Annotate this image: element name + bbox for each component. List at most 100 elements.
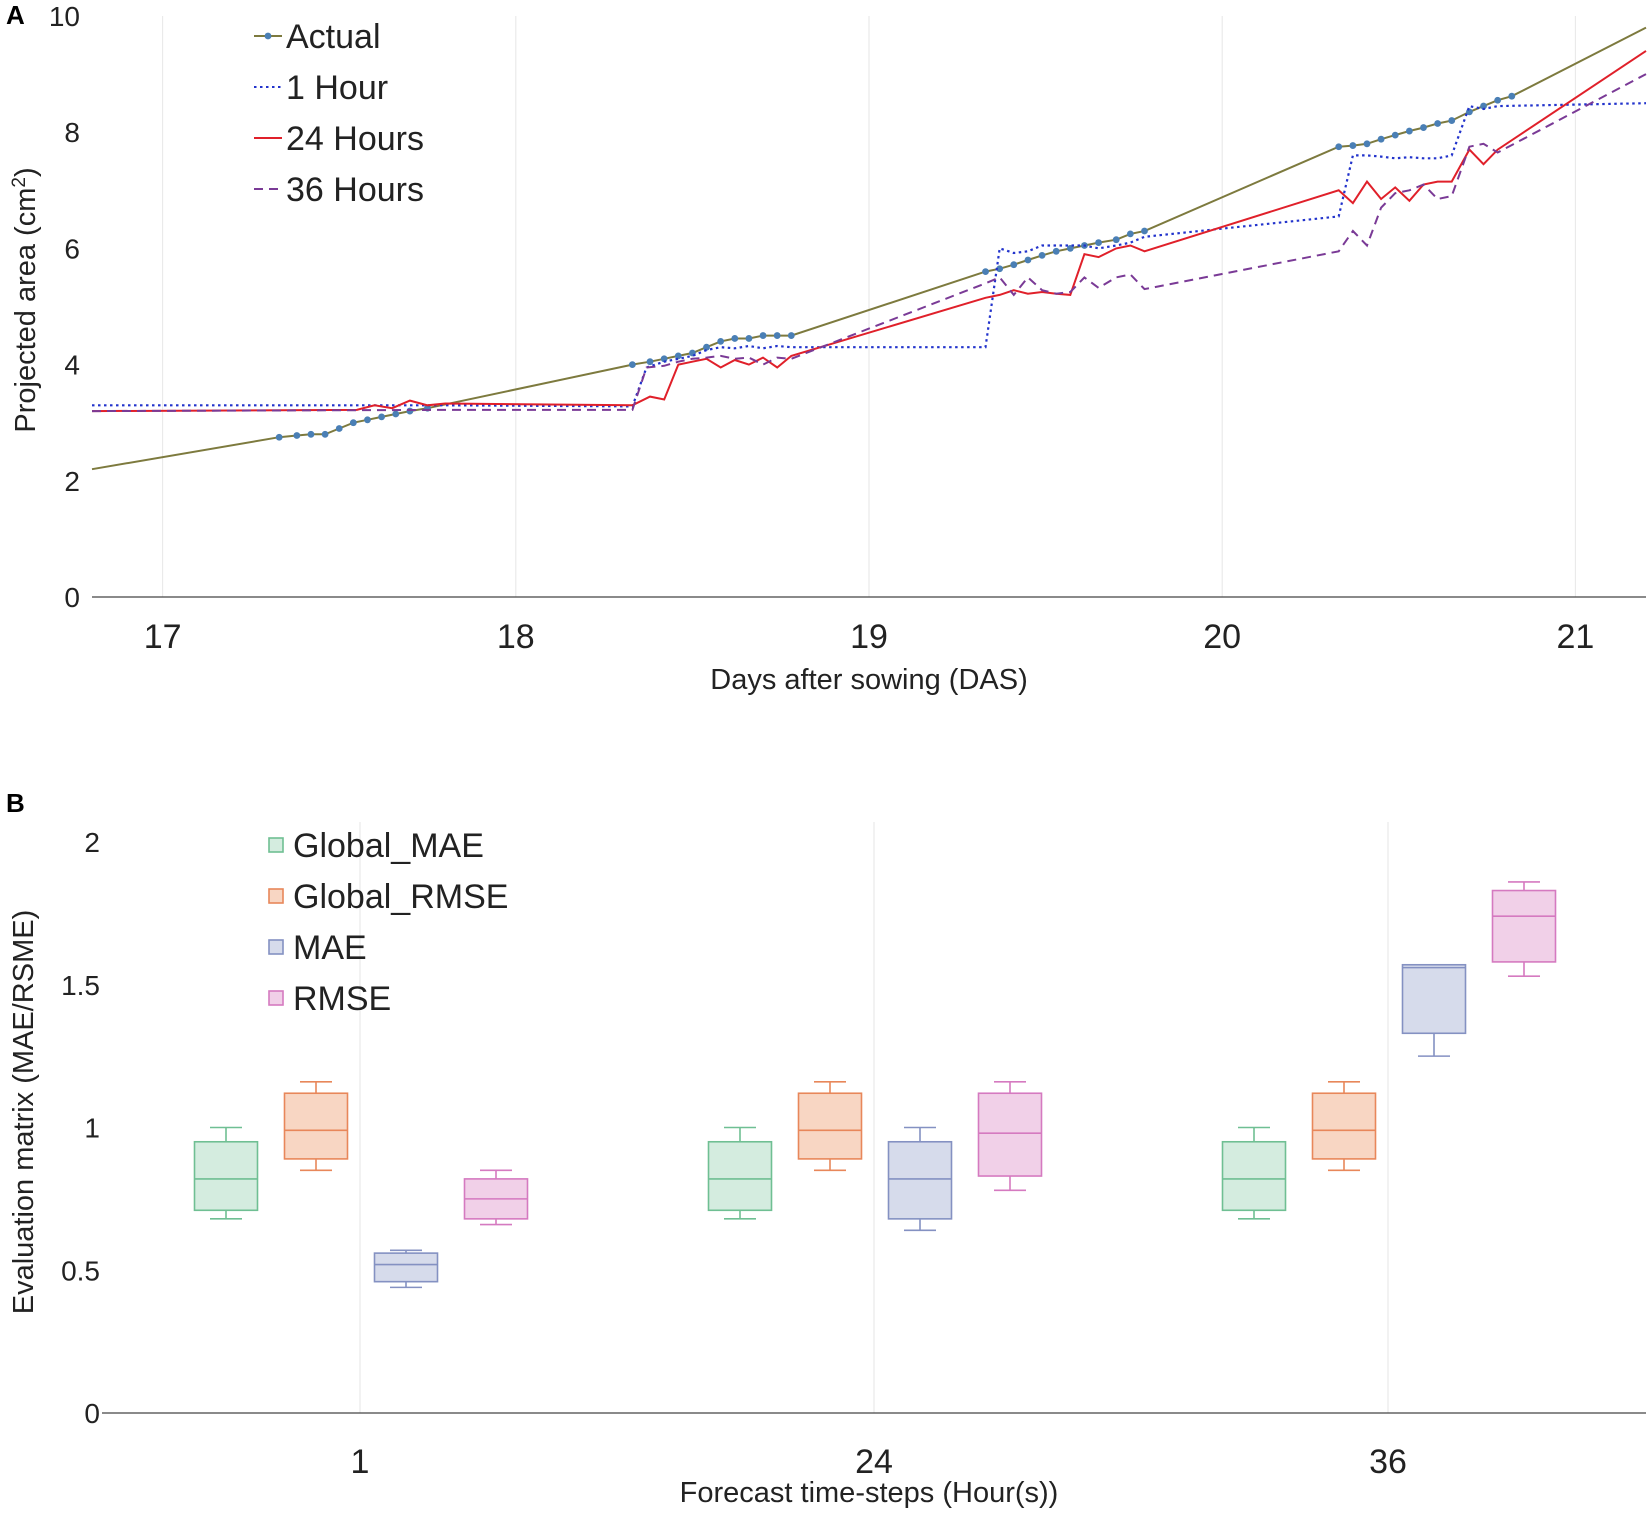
- panel-a: A 0 2 4 6 8 10 17 18 19 20 21 Days after sowing (…: [6, 0, 1647, 696]
- panel-b-y-tick-label: 1.5: [61, 970, 100, 1001]
- panel-a-x-axis-title: Days after sowing (DAS): [710, 664, 1028, 696]
- series-point-actual: [745, 335, 753, 342]
- panel-b-x-ticks: 1 24 36: [351, 1443, 1407, 1481]
- box-body: [283, 1092, 349, 1160]
- box-body: [1221, 1140, 1287, 1212]
- box-global-mae: [1221, 1126, 1287, 1220]
- panel-a-x-tick-label: 20: [1203, 618, 1241, 656]
- panel-a-y-tick-label: 4: [64, 350, 80, 381]
- panel-b-x-tick-label: 36: [1369, 1443, 1407, 1481]
- legend-swatch-mae: [268, 939, 284, 955]
- series-point-actual: [703, 343, 710, 351]
- panel-a-x-tick-label: 17: [144, 618, 182, 656]
- box-rmse: [463, 1169, 529, 1226]
- series-point-actual: [1141, 227, 1148, 235]
- panel-a-x-tick-label: 19: [850, 618, 888, 656]
- panel-a-x-tick-label: 18: [497, 618, 535, 656]
- panel-b-y-tick-label: 0.5: [61, 1255, 100, 1286]
- panel-b-x-tick-label: 1: [351, 1443, 370, 1481]
- series-point-actual: [1405, 127, 1413, 135]
- series-point-actual: [1391, 131, 1399, 139]
- legend-marker-actual: [264, 32, 272, 40]
- panel-a-grid: [162, 16, 1576, 597]
- box-global-rmse: [283, 1081, 349, 1172]
- series-point-actual: [378, 413, 386, 421]
- series-point-actual: [1448, 117, 1456, 124]
- series-point-actual: [349, 419, 357, 427]
- series-point-actual: [1038, 251, 1046, 259]
- panel-a-label: A: [6, 0, 25, 30]
- panel-a-y-ticks: 0 2 4 6 8 10: [49, 1, 80, 613]
- box-rmse: [977, 1081, 1043, 1192]
- panel-b-x-tick-label: 24: [855, 1443, 893, 1481]
- panel-b-y-axis-title: Evaluation matrix (MAE/RSME): [8, 910, 40, 1315]
- panel-b-y-tick-label: 0: [84, 1398, 100, 1429]
- series-point-actual: [731, 335, 739, 342]
- legend-swatch-global-rmse: [268, 888, 284, 904]
- box-body: [1401, 963, 1467, 1035]
- series-point-actual: [628, 361, 636, 368]
- series-point-actual: [1052, 247, 1060, 255]
- series-point-actual: [1112, 236, 1120, 244]
- box-body: [1491, 889, 1557, 963]
- box-body: [887, 1140, 953, 1220]
- series-point-actual: [1335, 143, 1343, 151]
- series-point-actual: [646, 358, 654, 366]
- box-body: [193, 1140, 259, 1212]
- legend-label-actual: Actual: [286, 18, 381, 56]
- panel-a-x-ticks: 17 18 19 20 21: [144, 618, 1595, 656]
- series-point-actual: [674, 352, 682, 360]
- panel-b-label: B: [6, 788, 25, 818]
- series-line-36-hours: [91, 73, 1647, 413]
- panel-a-y-axis-title: Projected area (cm2): [9, 167, 43, 432]
- series-point-actual: [1494, 96, 1502, 104]
- series-point-actual: [982, 268, 989, 276]
- series-point-actual: [307, 430, 315, 438]
- series-point-actual: [1434, 120, 1442, 127]
- series-point-actual: [759, 332, 767, 339]
- series-point-actual: [364, 416, 371, 424]
- series-point-actual: [1126, 230, 1134, 238]
- panel-b-y-ticks: 0 0.5 1 1.5 2: [61, 827, 100, 1429]
- panel-a-legend: Actual 1 Hour 24 Hours 36 Hours: [254, 18, 424, 209]
- box-mae: [1401, 963, 1467, 1057]
- series-point-actual: [1010, 261, 1018, 269]
- box-body: [977, 1092, 1043, 1177]
- panel-a-y-tick-label: 10: [49, 1, 80, 32]
- box-global-mae: [707, 1126, 773, 1220]
- panel-a-y-tick-label: 0: [64, 582, 80, 613]
- series-point-actual: [321, 430, 329, 438]
- panel-b-grid: [359, 822, 1389, 1413]
- panel-b-legend: Global_MAE Global_RMSE MAE RMSE: [268, 827, 508, 1018]
- panel-a-y-tick-label: 8: [64, 117, 80, 148]
- series-point-actual: [773, 332, 781, 339]
- panel-a-y-tick-label: 2: [64, 466, 80, 497]
- series-point-actual: [392, 410, 400, 418]
- panel-b-boxes: [193, 881, 1557, 1289]
- series-point-actual: [1024, 256, 1032, 264]
- series-point-actual: [1480, 102, 1487, 110]
- series-point-actual: [996, 265, 1004, 273]
- panel-b: B 0 0.5 1 1.5 2 1 24 36 Forecast time-steps (H…: [6, 788, 1646, 1509]
- series-point-actual: [1349, 142, 1357, 149]
- box-body: [373, 1252, 439, 1283]
- box-body: [1311, 1092, 1377, 1160]
- series-point-actual: [275, 433, 283, 441]
- box-mae: [887, 1126, 953, 1232]
- legend-swatch-global-mae: [268, 837, 284, 853]
- series-point-actual: [1508, 92, 1516, 100]
- box-mae: [373, 1249, 439, 1289]
- legend-swatch-rmse: [268, 990, 284, 1006]
- panel-a-x-tick-label: 21: [1556, 618, 1594, 656]
- series-point-actual: [293, 432, 301, 439]
- series-point-actual: [787, 332, 795, 339]
- legend-label-global-rmse: Global_RMSE: [293, 878, 508, 916]
- series-point-actual: [717, 337, 725, 345]
- panel-a-y-tick-label: 6: [64, 233, 80, 264]
- box-body: [797, 1092, 863, 1160]
- box-body: [707, 1140, 773, 1212]
- series-point-actual: [1377, 135, 1385, 143]
- legend-label-24-hours: 24 Hours: [286, 120, 424, 158]
- legend-label-36-hours: 36 Hours: [286, 171, 424, 209]
